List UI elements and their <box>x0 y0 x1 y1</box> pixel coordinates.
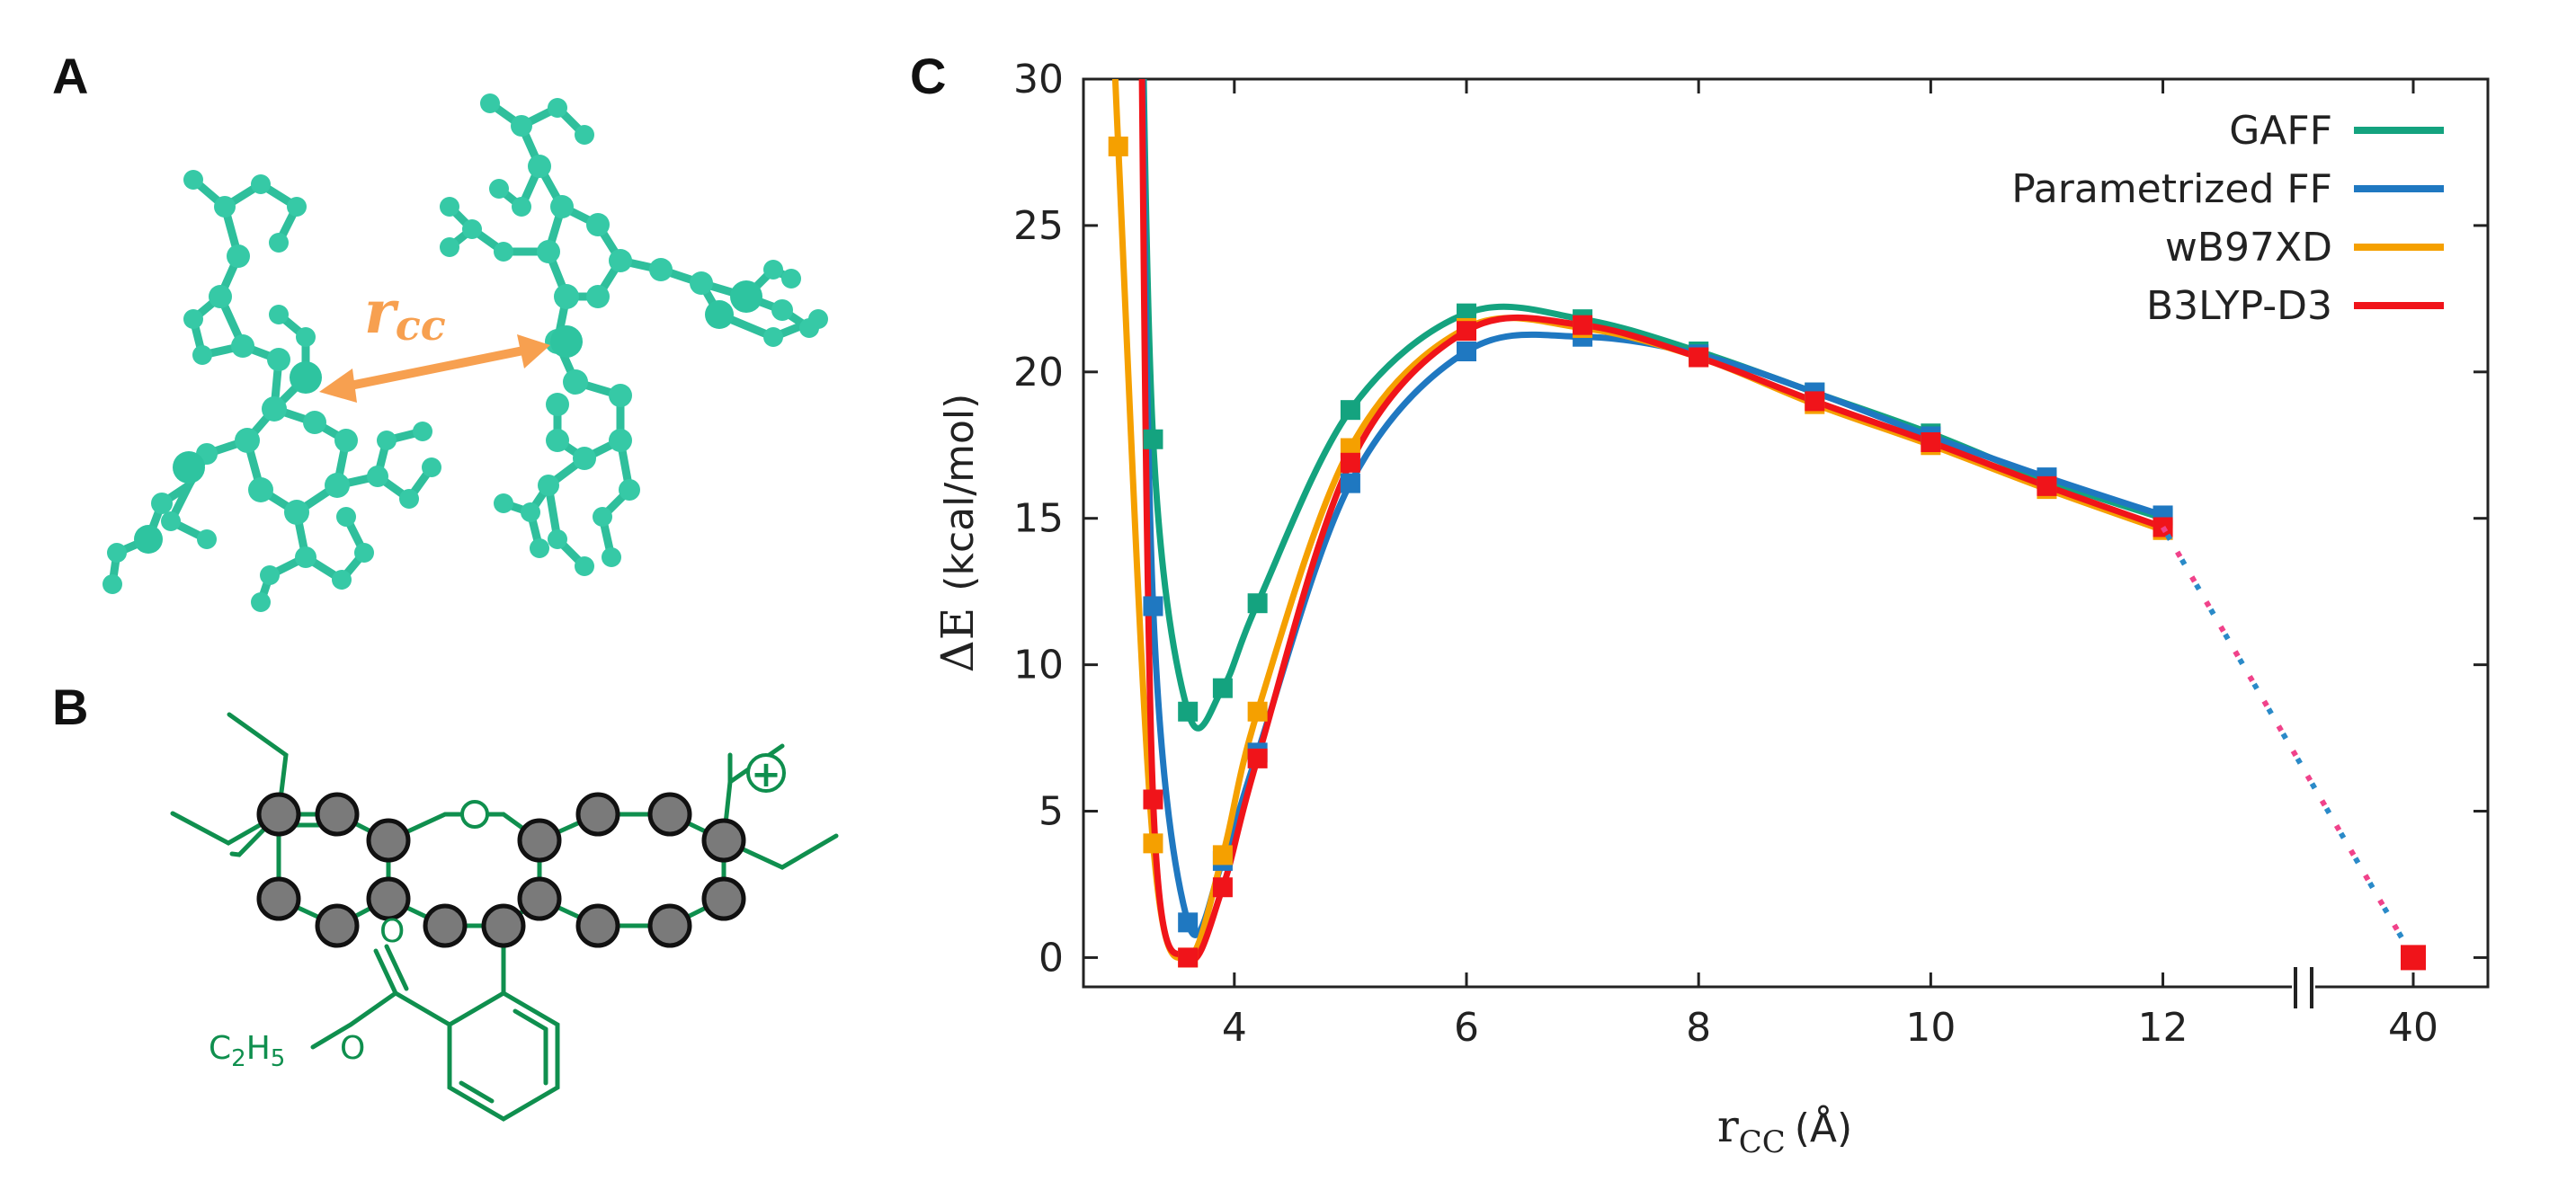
marker-parametrized-ff <box>1340 473 1360 493</box>
extrapolated-point-40 <box>2401 945 2426 971</box>
legend-label: wB97XD <box>2165 225 2332 271</box>
ether-oxygen: O <box>340 1030 365 1067</box>
x-tick-label: 10 <box>1905 1005 1956 1051</box>
marker-wb97xd <box>1247 701 1268 722</box>
legend: GAFF Parametrized FF wB97XD B3LYP-D3 <box>2011 108 2444 329</box>
extrapolation-line-blue <box>2160 525 2416 959</box>
right-molecule-atoms <box>440 93 828 576</box>
axis-break <box>2292 967 2315 1008</box>
extrapolation <box>2160 525 2426 971</box>
legend-label: B3LYP-D3 <box>2146 283 2332 329</box>
x-tick-label: 8 <box>1686 1005 1711 1051</box>
distance-label: rcc <box>364 277 446 350</box>
series-curves <box>1111 79 2164 963</box>
series-line-parametrized-ff <box>1139 79 2164 938</box>
marker-b3lyp-d3 <box>1457 321 1476 342</box>
y-tick-label: 20 <box>1013 350 1064 395</box>
y-tick-label: 10 <box>1013 643 1064 688</box>
marker-gaff <box>1178 701 1199 722</box>
marker-gaff <box>1212 678 1233 698</box>
charge-circle <box>746 753 786 793</box>
carbonyl-oxygen: O <box>379 913 405 950</box>
left-molecule-atoms <box>103 170 441 612</box>
x-tick-label: 4 <box>1222 1005 1247 1051</box>
panel-c-label: C <box>910 48 946 104</box>
marker-wb97xd <box>1143 833 1163 854</box>
legend-label: GAFF <box>2229 108 2332 154</box>
x-tick-label: 6 <box>1454 1005 1479 1051</box>
panel-a-molecule-3d: rcc <box>103 93 828 612</box>
panel-b-structure: + O O C2H5 <box>170 712 839 1122</box>
marker-b3lyp-d3 <box>1247 748 1268 768</box>
marker-b3lyp-d3 <box>1921 432 1941 452</box>
y-axis: 0 5 10 15 20 25 30 <box>1013 57 2488 981</box>
marker-gaff <box>1143 429 1163 449</box>
marker-b3lyp-d3 <box>1178 947 1199 968</box>
x-axis-title: rCC (Å) <box>1717 1100 1852 1160</box>
marker-parametrized-ff <box>1143 596 1163 617</box>
marker-b3lyp-d3 <box>1212 877 1233 898</box>
marker-b3lyp-d3 <box>1689 347 1709 368</box>
marker-parametrized-ff <box>1178 912 1199 933</box>
marker-wb97xd <box>1108 136 1128 156</box>
plot-frame <box>1082 77 2490 989</box>
y-tick-label: 5 <box>1038 789 1064 835</box>
marker-b3lyp-d3 <box>2037 475 2057 496</box>
x-tick-label-40: 40 <box>2388 1005 2438 1051</box>
distance-arrow <box>319 334 550 403</box>
charge-sign: + <box>751 754 781 795</box>
ring-oxygen <box>460 800 489 829</box>
series-markers <box>1108 136 2173 968</box>
y-tick-label: 30 <box>1013 57 1064 102</box>
marker-b3lyp-d3 <box>1573 315 1593 335</box>
marker-b3lyp-d3 <box>1805 391 1825 412</box>
marker-wb97xd <box>1212 845 1233 866</box>
y-tick-label: 15 <box>1013 496 1064 542</box>
series-line-gaff <box>1140 79 2164 732</box>
grey-atoms <box>256 792 746 948</box>
marker-parametrized-ff <box>1457 342 1476 361</box>
energy-chart: 0 5 10 15 20 25 30 4 6 8 10 12 40 GAFF Parametrized … <box>931 57 2490 1160</box>
panel-b-label: B <box>52 679 88 735</box>
y-axis-title: ΔE(kcal/mol) <box>931 394 984 673</box>
y-tick-label: 0 <box>1038 935 1064 981</box>
x-tick-label: 12 <box>2138 1005 2188 1051</box>
marker-gaff <box>1340 400 1360 421</box>
ethyl-label: C2H5 <box>209 1030 285 1072</box>
y-tick-label: 25 <box>1013 203 1064 249</box>
marker-b3lyp-d3 <box>1143 789 1163 810</box>
series-line-wb97xd <box>1111 79 2164 962</box>
x-axis: 4 6 8 10 12 40 <box>1222 79 2438 1051</box>
legend-label: Parametrized FF <box>2011 166 2332 212</box>
series-line-b3lyp-d3 <box>1138 79 2164 963</box>
marker-gaff <box>1247 593 1268 614</box>
marker-b3lyp-d3 <box>1340 452 1360 473</box>
extrapolation-line-pink <box>2160 525 2416 959</box>
panel-a-label: A <box>52 48 88 104</box>
